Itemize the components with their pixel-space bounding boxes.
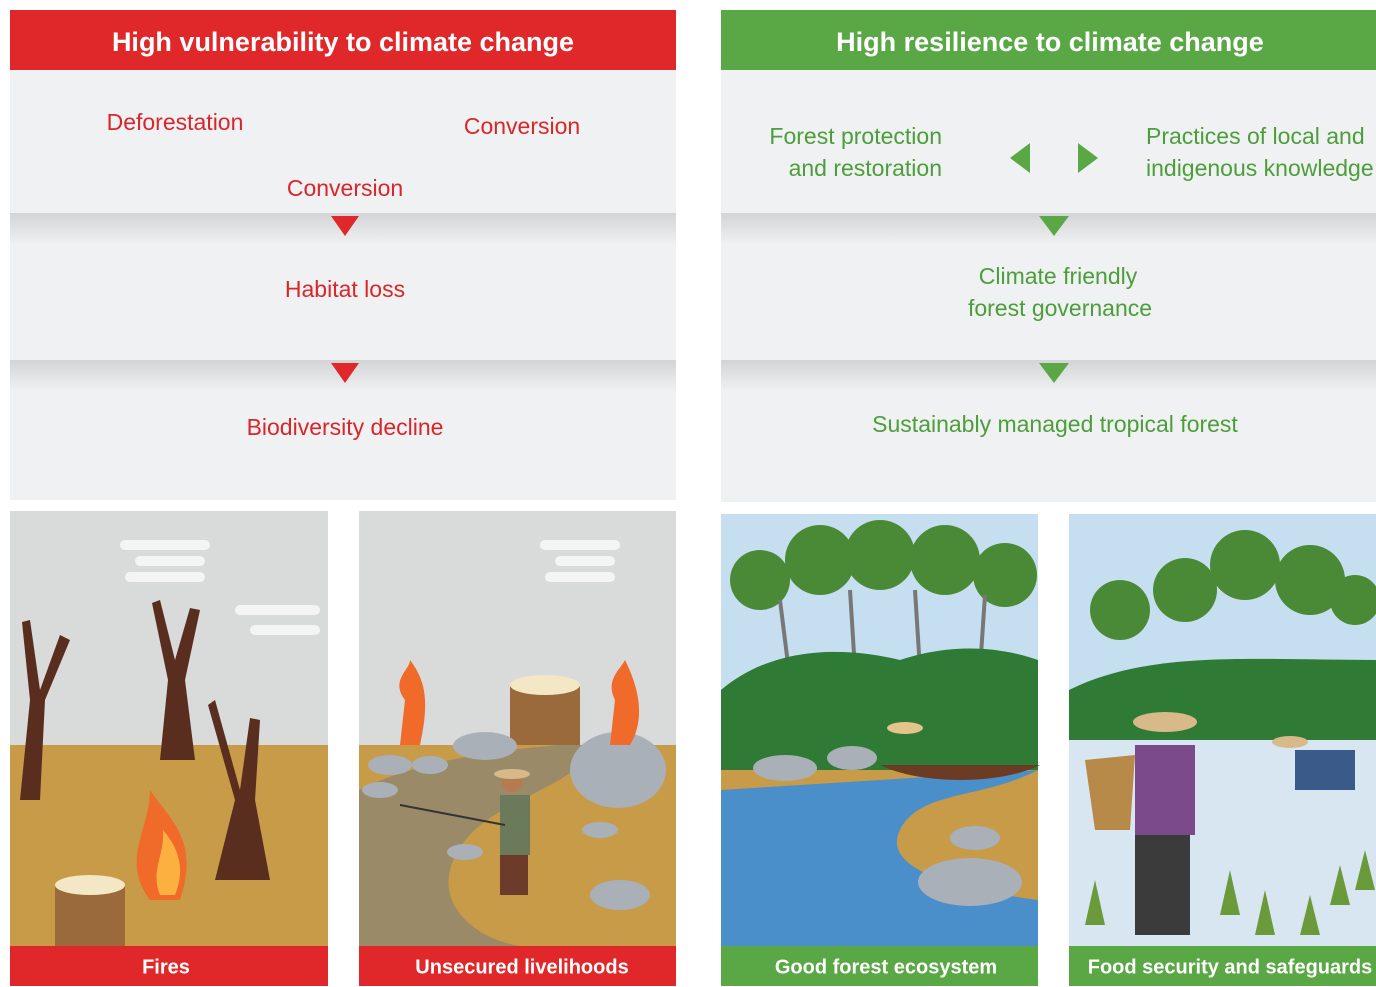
caption: Good forest ecosystem (775, 956, 997, 978)
farming-illustration (1069, 514, 1376, 946)
caption: Unsecured livelihoods (415, 956, 628, 978)
cause: Forest protection (769, 123, 942, 149)
forest-illustration (721, 514, 1040, 946)
step: Climate friendly (979, 263, 1138, 289)
left-panel: High vulnerability to climate change Def… (10, 10, 676, 986)
left-title: High vulnerability to climate change (112, 27, 574, 57)
step: Sustainably managed tropical forest (872, 411, 1238, 437)
step: forest governance (968, 295, 1152, 321)
cause: Conversion (464, 113, 580, 139)
step: Habitat loss (285, 276, 405, 302)
caption: Fires (142, 956, 190, 978)
cause: Practices of local and (1146, 123, 1365, 149)
cause: Conversion (287, 175, 403, 201)
step: Biodiversity decline (247, 414, 444, 440)
right-panel: High resilience to climate change Forest… (721, 10, 1376, 986)
livelihoods-illustration (359, 511, 676, 946)
cause: indigenous knowledge (1146, 155, 1374, 181)
cause: Deforestation (107, 109, 244, 135)
fires-illustration (10, 511, 328, 946)
caption: Food security and safeguards (1088, 956, 1373, 978)
infographic: High vulnerability to climate change Def… (0, 0, 1376, 987)
right-title: High resilience to climate change (836, 27, 1264, 57)
cause: and restoration (789, 155, 942, 181)
